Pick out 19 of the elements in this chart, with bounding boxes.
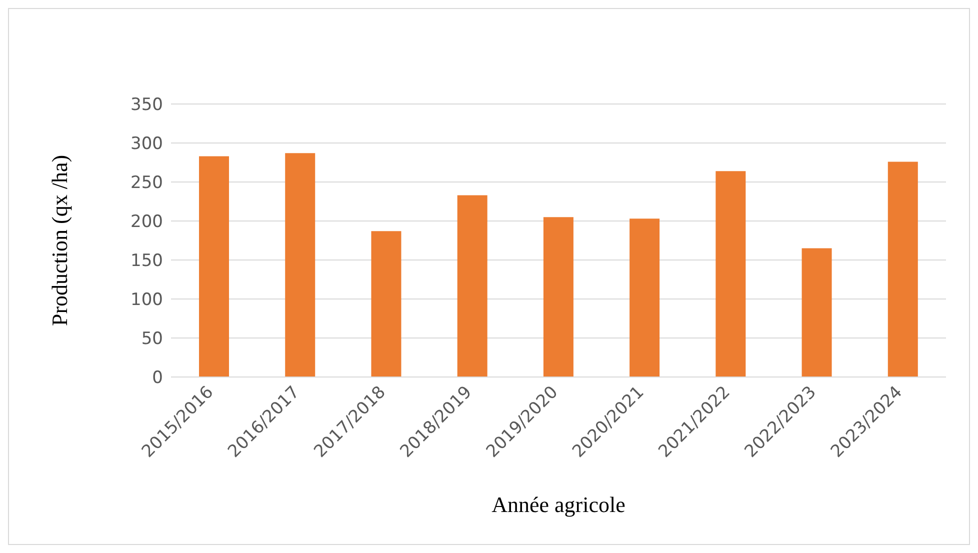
y-tick-label: 350 — [130, 95, 163, 116]
bar — [888, 162, 918, 377]
bar — [716, 171, 746, 377]
y-tick-label: 100 — [130, 290, 163, 310]
bar — [543, 217, 574, 377]
y-tick-label: 150 — [130, 251, 163, 272]
y-tick-label: 0 — [152, 368, 163, 388]
bar — [457, 195, 488, 377]
bar — [630, 218, 660, 377]
bar — [802, 248, 832, 377]
x-axis-title: Année agricole — [492, 492, 626, 517]
y-tick-label: 50 — [141, 329, 163, 350]
y-axis-title: Production (qx /ha) — [46, 154, 72, 326]
y-tick-label: 300 — [130, 134, 163, 154]
bar — [199, 156, 229, 377]
bar — [371, 231, 402, 377]
y-tick-label: 200 — [130, 212, 163, 232]
bar — [285, 153, 316, 377]
y-tick-label: 250 — [130, 173, 163, 194]
